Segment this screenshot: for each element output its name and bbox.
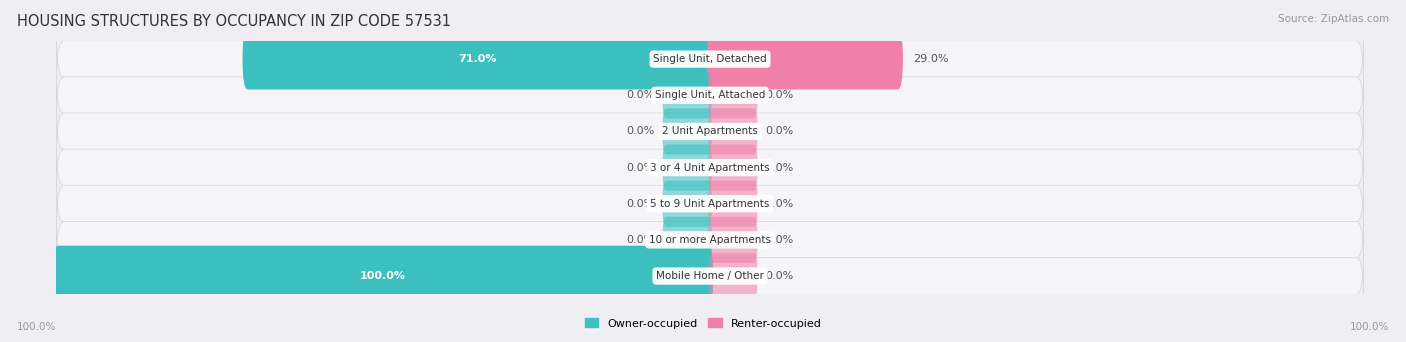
Text: Single Unit, Attached: Single Unit, Attached: [655, 90, 765, 100]
Text: 10 or more Apartments: 10 or more Apartments: [650, 235, 770, 245]
Text: 0.0%: 0.0%: [626, 162, 654, 173]
Text: Source: ZipAtlas.com: Source: ZipAtlas.com: [1278, 14, 1389, 24]
FancyBboxPatch shape: [709, 253, 758, 299]
Text: HOUSING STRUCTURES BY OCCUPANCY IN ZIP CODE 57531: HOUSING STRUCTURES BY OCCUPANCY IN ZIP C…: [17, 14, 451, 29]
FancyBboxPatch shape: [662, 72, 711, 118]
FancyBboxPatch shape: [56, 179, 1364, 229]
Text: 100.0%: 100.0%: [17, 322, 56, 332]
FancyBboxPatch shape: [707, 29, 903, 90]
FancyBboxPatch shape: [709, 144, 758, 191]
Text: 0.0%: 0.0%: [626, 235, 654, 245]
Text: 0.0%: 0.0%: [766, 127, 794, 136]
Text: 100.0%: 100.0%: [360, 271, 406, 281]
Text: 2 Unit Apartments: 2 Unit Apartments: [662, 127, 758, 136]
Text: 5 to 9 Unit Apartments: 5 to 9 Unit Apartments: [651, 199, 769, 209]
FancyBboxPatch shape: [56, 34, 1364, 84]
Text: 0.0%: 0.0%: [766, 271, 794, 281]
Text: 0.0%: 0.0%: [626, 127, 654, 136]
Text: 3 or 4 Unit Apartments: 3 or 4 Unit Apartments: [650, 162, 770, 173]
Text: 29.0%: 29.0%: [912, 54, 948, 64]
FancyBboxPatch shape: [709, 108, 758, 155]
FancyBboxPatch shape: [56, 215, 1364, 265]
FancyBboxPatch shape: [56, 143, 1364, 193]
FancyBboxPatch shape: [53, 246, 713, 306]
FancyBboxPatch shape: [243, 29, 713, 90]
FancyBboxPatch shape: [56, 70, 1364, 120]
FancyBboxPatch shape: [56, 251, 1364, 301]
FancyBboxPatch shape: [709, 181, 758, 227]
FancyBboxPatch shape: [662, 144, 711, 191]
Text: 0.0%: 0.0%: [766, 199, 794, 209]
Text: 0.0%: 0.0%: [766, 235, 794, 245]
Text: 0.0%: 0.0%: [626, 90, 654, 100]
Legend: Owner-occupied, Renter-occupied: Owner-occupied, Renter-occupied: [581, 314, 825, 333]
Text: 71.0%: 71.0%: [458, 54, 498, 64]
Text: 0.0%: 0.0%: [626, 199, 654, 209]
FancyBboxPatch shape: [662, 181, 711, 227]
Text: Single Unit, Detached: Single Unit, Detached: [654, 54, 766, 64]
FancyBboxPatch shape: [56, 106, 1364, 156]
FancyBboxPatch shape: [709, 217, 758, 263]
FancyBboxPatch shape: [662, 217, 711, 263]
Text: 0.0%: 0.0%: [766, 90, 794, 100]
Text: 100.0%: 100.0%: [1350, 322, 1389, 332]
FancyBboxPatch shape: [662, 108, 711, 155]
FancyBboxPatch shape: [709, 72, 758, 118]
Text: 0.0%: 0.0%: [766, 162, 794, 173]
Text: Mobile Home / Other: Mobile Home / Other: [657, 271, 763, 281]
